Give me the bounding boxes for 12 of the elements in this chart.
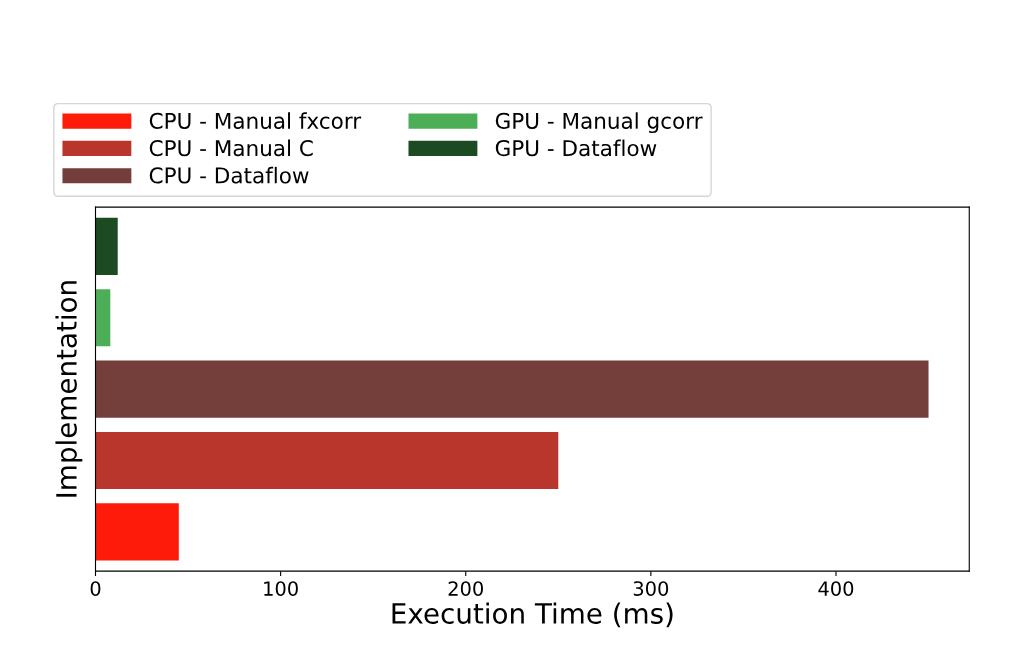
legend-label: GPU - Dataflow	[495, 139, 657, 157]
legend-label: CPU - Dataflow	[149, 166, 309, 184]
legend-label: CPU - Manual fxcorr	[149, 112, 362, 129]
legend-label: CPU - Manual C	[149, 139, 313, 157]
x-axis-title: Execution Time (ms)	[392, 602, 673, 628]
x-tick-label: 0	[90, 581, 101, 596]
x-tick-label: 200	[448, 581, 484, 596]
x-tick-label: 100	[264, 581, 298, 596]
x-tick-label: 400	[818, 581, 854, 596]
y-axis-title: Implementation	[55, 281, 83, 497]
legend-label: GPU - Manual gcorr	[495, 112, 703, 134]
x-tick-label: 300	[633, 581, 669, 596]
